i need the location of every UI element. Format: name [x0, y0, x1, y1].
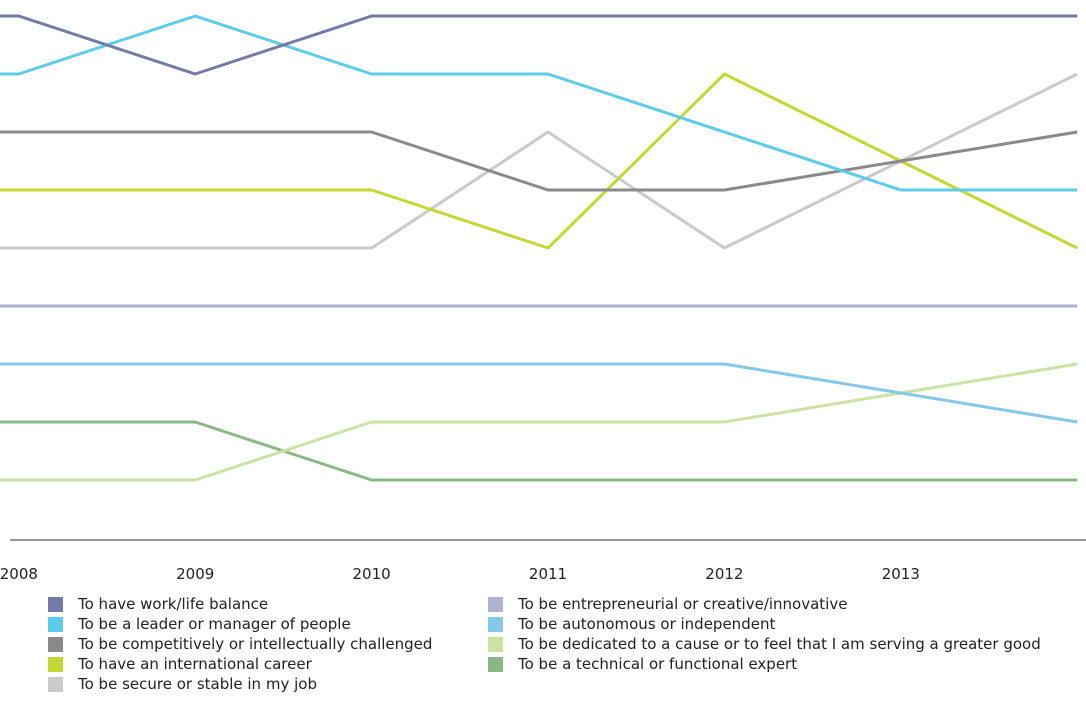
- legend-item: To be secure or stable in my job: [48, 674, 317, 694]
- legend-item: To have work/life balance: [48, 594, 268, 614]
- series-lines: [0, 14, 1078, 482]
- series-line-2: [0, 14, 1078, 192]
- x-tick-label: 2010: [353, 565, 391, 583]
- legend-swatch: [48, 656, 63, 672]
- legend-label: To be competitively or intellectually ch…: [78, 635, 433, 653]
- legend-item: To be a technical or functional expert: [488, 654, 797, 674]
- legend-item: To be a leader or manager of people: [48, 614, 351, 634]
- series-line-8: [0, 362, 1078, 482]
- legend-swatch: [48, 616, 63, 632]
- legend-label: To be secure or stable in my job: [78, 675, 317, 693]
- legend: To have work/life balance To be a leader …: [48, 594, 1086, 708]
- legend-swatch: [488, 596, 503, 612]
- x-tick-label: 2013: [882, 565, 920, 583]
- x-tick-label: 2012: [705, 565, 743, 583]
- series-line-5: [0, 72, 1078, 250]
- legend-label: To be autonomous or independent: [518, 615, 776, 633]
- legend-item: To have an international career: [48, 654, 312, 674]
- series-line-9: [0, 420, 1078, 482]
- legend-swatch: [488, 616, 503, 632]
- legend-swatch: [48, 676, 63, 692]
- legend-item: To be dedicated to a cause or to feel th…: [488, 634, 1041, 654]
- series-line-7: [0, 362, 1078, 424]
- legend-swatch: [488, 636, 503, 652]
- legend-label: To be entrepreneurial or creative/innova…: [518, 595, 848, 613]
- legend-label: To be a technical or functional expert: [518, 655, 798, 673]
- legend-label: To be dedicated to a cause or to feel th…: [518, 635, 1041, 653]
- legend-item: To be competitively or intellectually ch…: [48, 634, 432, 654]
- x-tick-label: 2008: [0, 565, 38, 583]
- series-line-1: [0, 14, 1078, 76]
- x-tick-label: 2009: [176, 565, 214, 583]
- legend-item: To be autonomous or independent: [488, 614, 775, 634]
- legend-swatch: [48, 596, 63, 612]
- x-tick-labels: 2008 2009 2010 2011 2012 2013: [0, 565, 920, 583]
- legend-label: To have an international career: [78, 655, 312, 673]
- legend-label: To have work/life balance: [78, 595, 269, 613]
- x-tick-label: 2011: [529, 565, 567, 583]
- series-line-3: [0, 130, 1078, 192]
- legend-item: To be entrepreneurial or creative/innova…: [488, 594, 847, 614]
- legend-swatch: [488, 656, 503, 672]
- chart: 2008 2009 2010 2011 2012 2013: [0, 14, 1086, 583]
- legend-label: To be a leader or manager of people: [78, 615, 351, 633]
- legend-swatch: [48, 636, 63, 652]
- series-line-4: [0, 72, 1078, 250]
